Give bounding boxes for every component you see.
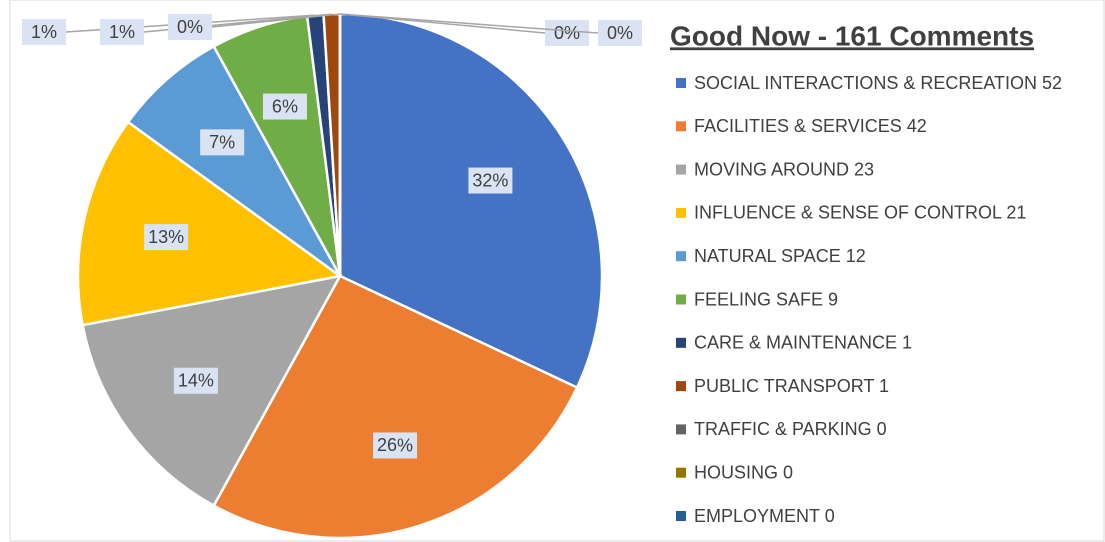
- legend-label: HOUSING 0: [694, 462, 793, 482]
- data-label-box: [173, 367, 218, 394]
- data-label-box: [545, 20, 589, 46]
- legend-label: FEELING SAFE 9: [694, 289, 838, 309]
- data-label-box: [22, 19, 66, 45]
- legend-label: FACILITIES & SERVICES 42: [694, 116, 927, 136]
- data-label: 7%: [209, 132, 235, 152]
- legend-swatch: [676, 294, 686, 305]
- data-label: 0%: [177, 17, 203, 37]
- data-label: 26%: [377, 435, 413, 455]
- data-label-box: [144, 224, 189, 251]
- data-label: 6%: [272, 96, 298, 116]
- legend-swatch: [676, 164, 686, 175]
- legend-swatch: [676, 381, 686, 392]
- data-label-box: [200, 129, 245, 156]
- legend-label: TRAFFIC & PARKING 0: [694, 419, 887, 439]
- data-label-box: [373, 432, 418, 459]
- chart-title: Good Now - 161 Comments: [670, 20, 1034, 51]
- legend-swatch: [676, 207, 686, 218]
- legend-swatch: [676, 467, 686, 478]
- legend-swatch: [676, 78, 686, 88]
- data-label: 13%: [148, 227, 184, 247]
- legend-label: NATURAL SPACE 12: [694, 246, 866, 266]
- data-label: 0%: [607, 23, 633, 43]
- data-label: 0%: [554, 23, 580, 43]
- legend-label: PUBLIC TRANSPORT 1: [694, 376, 889, 396]
- data-label: 14%: [178, 370, 214, 390]
- legend-swatch: [676, 337, 686, 348]
- data-label-box: [262, 93, 307, 120]
- legend-swatch: [676, 424, 686, 435]
- legend-swatch: [676, 511, 686, 521]
- leader-line: [211, 13, 341, 28]
- legend-label: INFLUENCE & SENSE OF CONTROL 21: [694, 203, 1026, 223]
- data-label-box: [100, 19, 144, 45]
- leader-line: [339, 13, 599, 34]
- data-label: 1%: [109, 22, 135, 42]
- legend-label: EMPLOYMENT 0: [694, 506, 835, 526]
- legend-label: CARE & MAINTENANCE 1: [694, 333, 912, 353]
- data-label: 1%: [31, 22, 57, 42]
- data-label-box: [468, 167, 513, 194]
- pie-slice: [126, 44, 342, 278]
- legend-swatch: [676, 121, 686, 132]
- legend-swatch: [676, 251, 686, 262]
- legend-label: MOVING AROUND 23: [694, 159, 874, 179]
- data-label-box: [168, 14, 212, 40]
- legend-label: SOCIAL INTERACTIONS & RECREATION 52: [694, 73, 1062, 93]
- pie-slice: [338, 12, 604, 390]
- data-label-box: [598, 20, 642, 46]
- data-label: 32%: [472, 170, 508, 190]
- pie-slice: [76, 120, 344, 327]
